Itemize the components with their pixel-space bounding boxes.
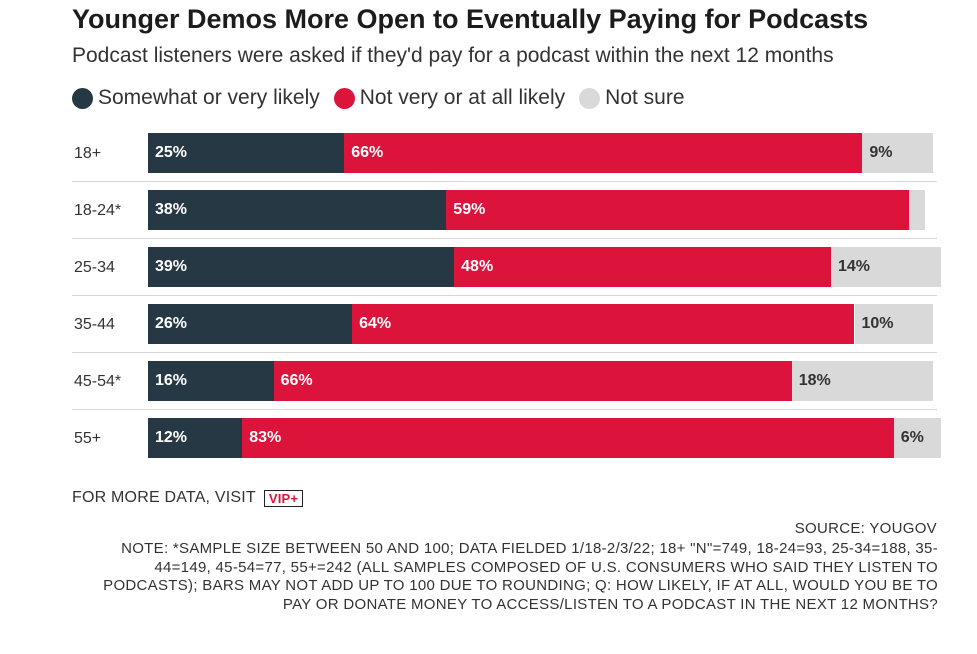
data-label: 66% (280, 372, 313, 389)
vip-plus-link[interactable]: VIP+ (263, 489, 304, 507)
more-data-line: FOR MORE DATA, VISIT VIP+ (72, 489, 304, 507)
bar-segment (909, 190, 926, 230)
bar-segment: 48% (454, 247, 831, 287)
row-divider (72, 352, 937, 353)
legend-label-likely: Somewhat or very likely (98, 86, 320, 109)
bar-segment: 16% (148, 361, 274, 401)
data-label: 10% (861, 315, 894, 332)
bar-segment: 10% (854, 304, 933, 344)
more-data-text: FOR MORE DATA, VISIT (72, 489, 256, 506)
data-label: 64% (359, 315, 392, 332)
bar-segment: 66% (344, 133, 863, 173)
data-label: 16% (155, 372, 188, 389)
data-label: 25% (155, 144, 188, 161)
row-divider (72, 409, 937, 410)
bar-segment: 83% (242, 418, 894, 458)
data-label: 59% (453, 201, 486, 218)
data-label: 9% (869, 144, 893, 161)
bar-segment: 38% (148, 190, 447, 230)
row-label: 45-54* (74, 373, 122, 390)
bar-segment: 26% (148, 304, 353, 344)
data-label: 18% (798, 372, 831, 389)
data-label: 14% (837, 258, 870, 275)
data-label: 12% (155, 429, 188, 446)
row-label: 18+ (74, 145, 102, 162)
note-text: NOTE: *SAMPLE SIZE BETWEEN 50 AND 100; D… (103, 540, 938, 613)
legend-item-not-sure: Not sure (579, 86, 685, 110)
bar-segment: 12% (148, 418, 243, 458)
bar-segment: 18% (791, 361, 933, 401)
bar-segment: 59% (446, 190, 910, 230)
row-divider (72, 238, 937, 239)
bar-segment: 66% (273, 361, 792, 401)
legend-swatch-likely (72, 87, 93, 109)
legend-label-not-likely: Not very or at all likely (359, 86, 566, 109)
row-label: 25-34 (74, 259, 115, 276)
bar-segment: 64% (352, 304, 855, 344)
source-text: SOURCE: YOUGOV (794, 520, 937, 537)
legend-item-likely: Somewhat or very likely (72, 86, 320, 110)
data-label: 39% (155, 258, 188, 275)
row-label: 35-44 (74, 316, 115, 333)
legend-label-not-sure: Not sure (605, 86, 685, 109)
chart-title: Younger Demos More Open to Eventually Pa… (72, 4, 869, 34)
legend-swatch-not-likely (333, 87, 355, 109)
bar-segment: 39% (148, 247, 455, 287)
bar-segment: 6% (893, 418, 941, 458)
bar-segment: 14% (830, 247, 941, 287)
data-label: 6% (900, 429, 924, 446)
data-label: 66% (351, 144, 384, 161)
legend-item-not-likely: Not very or at all likely (333, 86, 566, 110)
bar-segment: 25% (148, 133, 345, 173)
row-divider (72, 181, 937, 182)
bar-segment: 9% (862, 133, 933, 173)
data-label: 38% (155, 201, 188, 218)
legend-swatch-not-sure (579, 87, 601, 109)
data-label: 48% (461, 258, 494, 275)
data-label: 83% (249, 429, 282, 446)
row-label: 18-24* (74, 202, 122, 219)
row-label: 55+ (74, 430, 102, 447)
chart-subtitle: Podcast listeners were asked if they'd p… (72, 44, 834, 67)
row-divider (72, 295, 937, 296)
data-label: 26% (155, 315, 188, 332)
chart-legend: Somewhat or very likely Not very or at a… (72, 86, 699, 110)
